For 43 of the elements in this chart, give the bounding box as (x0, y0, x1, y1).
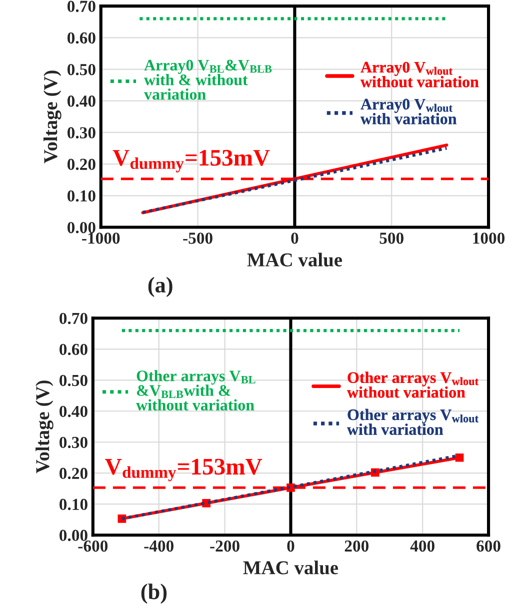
x-tick-label: 500 (380, 232, 404, 244)
x-tick-label: -400 (144, 540, 174, 552)
x-tick-label: 200 (344, 540, 369, 552)
x-tick-label: -600 (78, 540, 108, 552)
y-tick-label: 0.30 (68, 127, 96, 138)
y-axis-title: Voltage (V) (36, 380, 54, 474)
y-tick-label: 0.00 (68, 222, 96, 234)
y-tick-label: 0.30 (60, 436, 88, 448)
y-tick-label: 0.00 (60, 530, 88, 542)
y-tick-label: 0.10 (68, 190, 96, 202)
y-tick-label: 0.20 (60, 468, 88, 480)
y-tick-label: 0.10 (60, 498, 88, 510)
ref-line-label: V$_{dummy}$=153mV (105, 458, 262, 482)
x-axis-title: MAC value (247, 252, 342, 267)
x-tick-label: -500 (183, 232, 212, 244)
y-tick-label: 0.70 (60, 312, 88, 324)
y-tick-label: 0.40 (60, 406, 88, 418)
x-tick-label: 400 (410, 540, 434, 552)
text: (a) (148, 276, 172, 298)
x-tick-label: 0 (287, 540, 294, 552)
x-tick-label: 1000 (473, 232, 505, 244)
y-tick-label: 0.50 (68, 64, 96, 76)
x-axis-title: MAC value (243, 560, 338, 574)
legend-label: Other arrays V$_{wlout}$ with variation (347, 408, 478, 435)
y-tick-label: 0.20 (68, 158, 96, 170)
text: Other arrays V$_{BL}$ &V$_{BLB}$with & without variation (136, 370, 256, 411)
ref-line-label: V$_{dummy}$=153mV (112, 150, 270, 172)
legend-label: Array0 V$_{wlout}$ without variation (360, 62, 479, 88)
y-axis-title: Voltage (V) (44, 70, 62, 164)
x-tick-label: 0 (291, 232, 298, 244)
x-tick-label: -200 (210, 540, 240, 552)
legend-label: Array0 V$_{wlout}$ with variation (360, 98, 457, 124)
text: (b) (141, 584, 167, 604)
point (455, 453, 464, 462)
x-tick-label: 600 (476, 540, 500, 552)
y-tick-label: 0.40 (68, 96, 96, 107)
y-tick-label: 0.60 (60, 344, 88, 356)
y-tick-label: 0.70 (68, 0, 96, 12)
x-tick-label: -1000 (82, 232, 120, 244)
legend-label: Array0 V$_{BL}$&V$_{BLB}$ with & without variation (144, 60, 272, 100)
y-tick-label: 0.60 (68, 32, 96, 44)
legend-label: Other arrays V$_{wlout}$ without variation (347, 372, 478, 398)
y-tick-label: 0.50 (60, 374, 88, 386)
